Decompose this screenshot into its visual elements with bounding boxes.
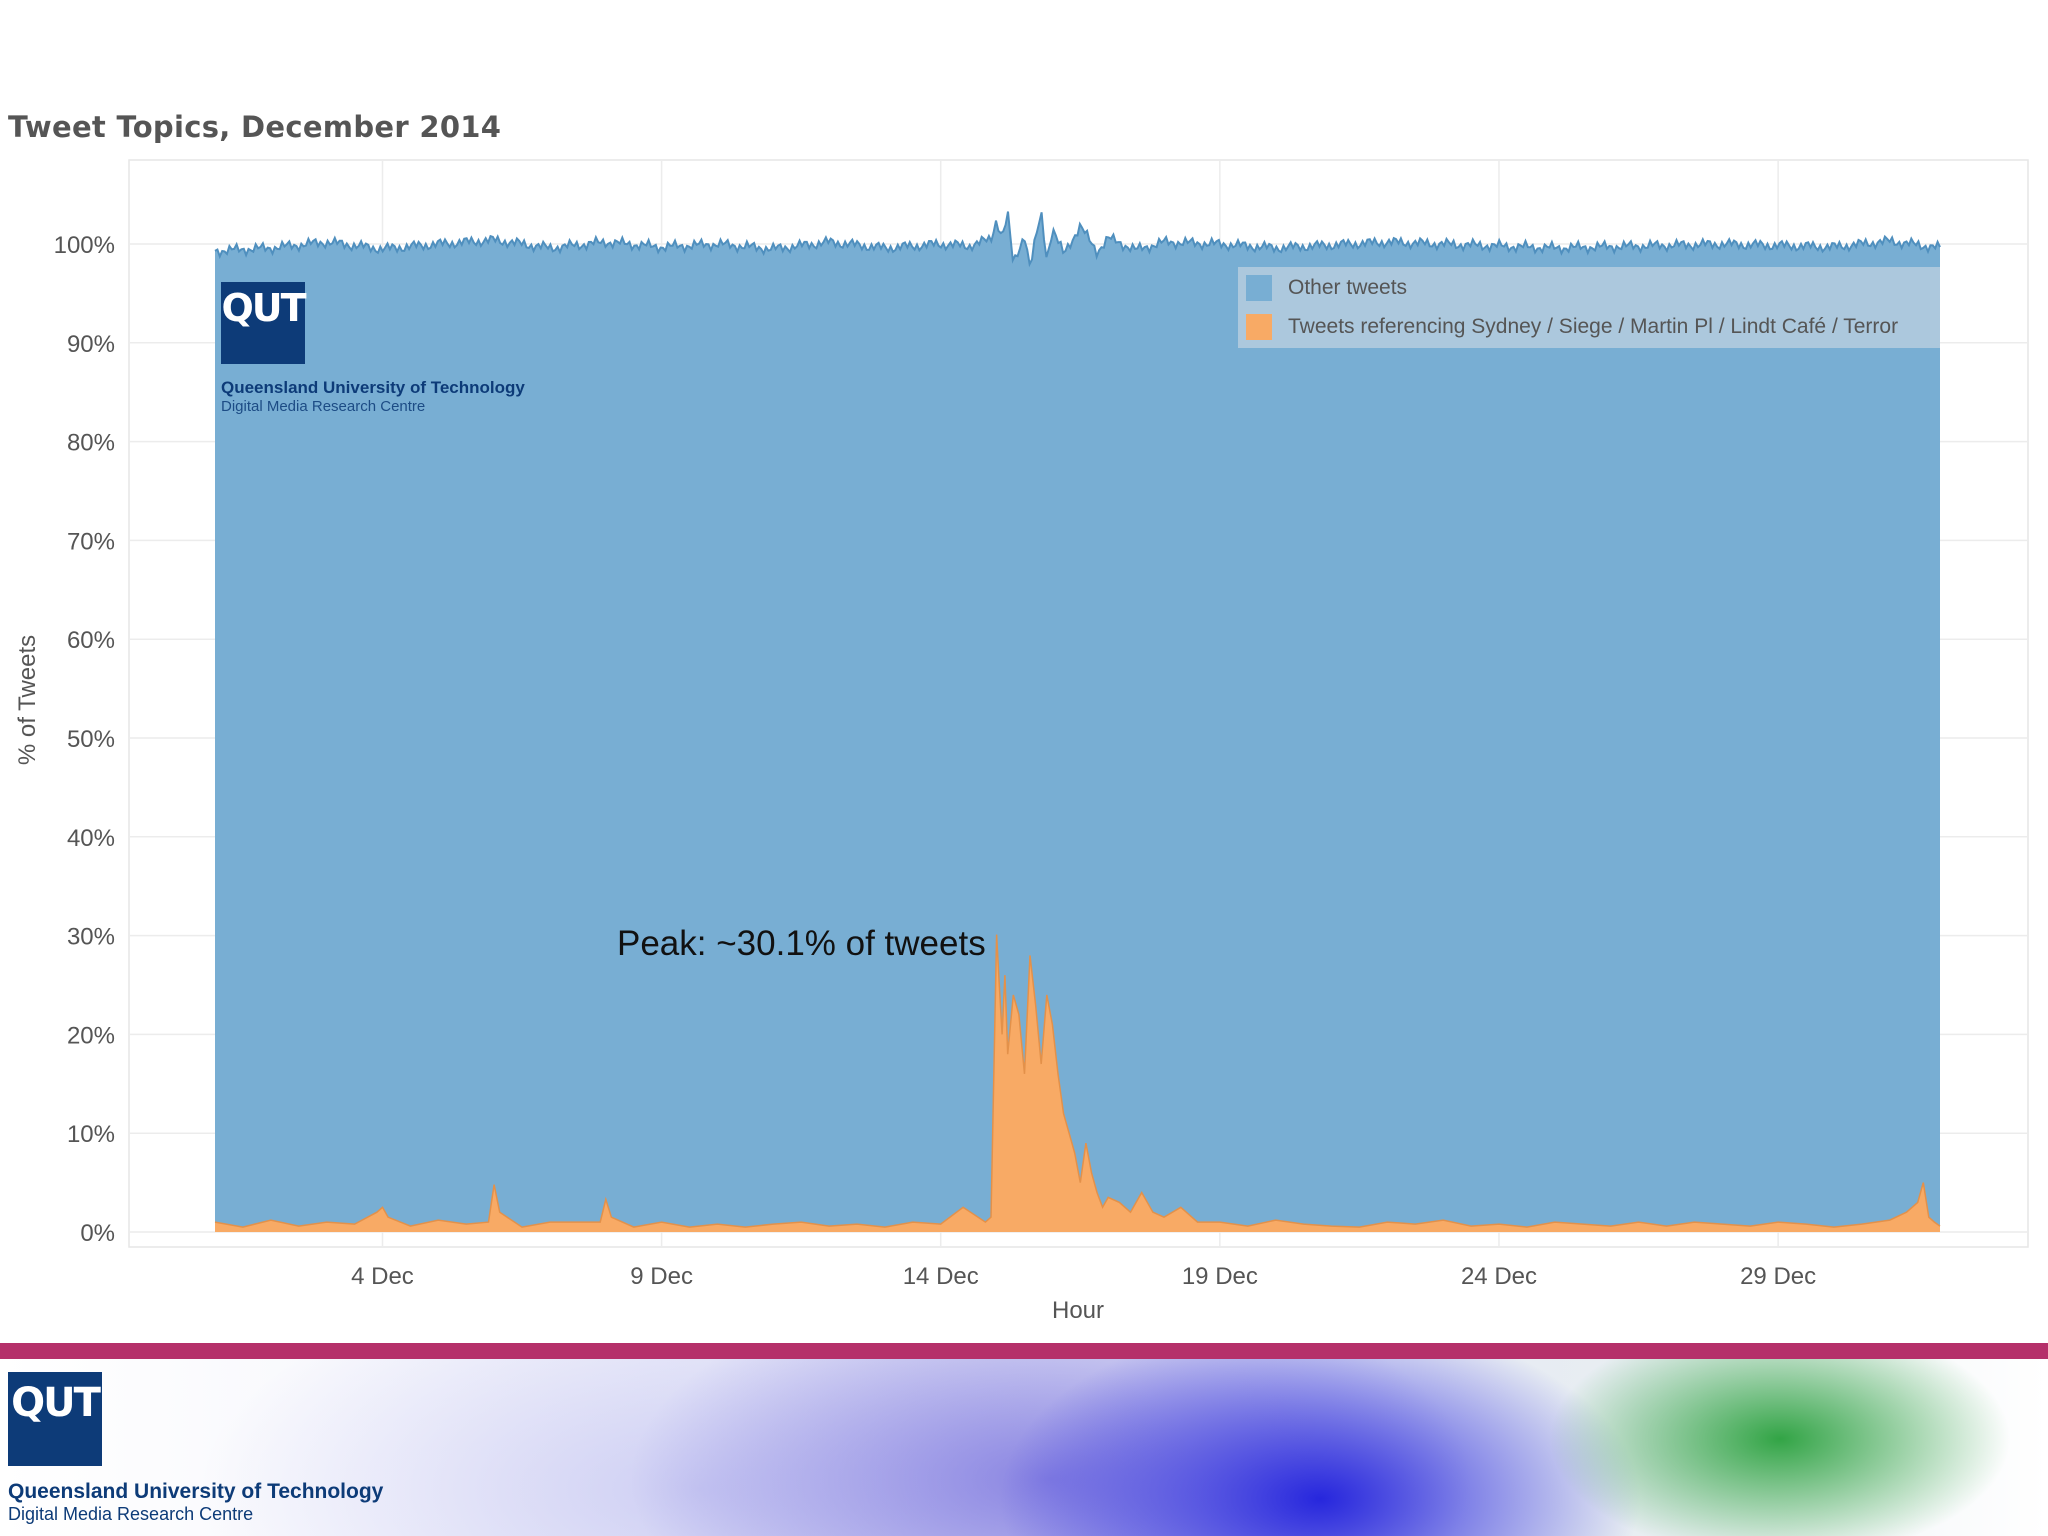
x-tick-label-3: 19 Dec <box>1182 1263 1258 1290</box>
y-tick-label-6: 60% <box>67 627 115 654</box>
qut-chart-logo: QUT Queensland University of Technology … <box>221 282 525 415</box>
legend-swatch-other <box>1246 275 1272 301</box>
area-other-tweets <box>215 211 1940 1233</box>
area-sydney-tweets <box>215 934 1940 1232</box>
x-tick-label-0: 4 Dec <box>351 1263 414 1290</box>
legend-label-sydney: Tweets referencing Sydney / Siege / Mart… <box>1288 315 1899 338</box>
legend-swatch-sydney <box>1246 314 1272 340</box>
y-tick-label-0: 0% <box>80 1220 115 1247</box>
y-tick-label-1: 10% <box>67 1121 115 1148</box>
qut-footer-logo-mark: QUT <box>8 1372 102 1466</box>
x-tick-label-1: 9 Dec <box>630 1263 693 1290</box>
y-tick-label-2: 20% <box>67 1022 115 1049</box>
x-tick-label-4: 24 Dec <box>1461 1263 1537 1290</box>
qut-logo-name: Queensland University of Technology <box>221 378 525 397</box>
legend-item-other: Other tweets <box>1246 273 1407 303</box>
qut-logo-subtitle: Digital Media Research Centre <box>221 398 426 415</box>
qut-footer-logo: QUT Queensland University of Technology … <box>8 1372 383 1525</box>
qut-footer-logo-subtitle: Digital Media Research Centre <box>8 1504 254 1524</box>
peak-annotation: Peak: ~30.1% of tweets <box>617 924 986 963</box>
y-tick-labels: 0% 10% 20% 30% 40% 50% 60% 70% 80% 90% 100% <box>54 232 115 1247</box>
chart-title: Tweet Topics, December 2014 <box>8 110 502 144</box>
legend: Other tweets Tweets referencing Sydney /… <box>1238 267 1940 348</box>
line-sydney-tweets <box>214 934 1941 1228</box>
y-tick-label-4: 40% <box>67 825 115 852</box>
footer-accent-bar <box>0 1343 2048 1359</box>
legend-label-other: Other tweets <box>1288 276 1408 299</box>
y-tick-label-8: 80% <box>67 430 115 457</box>
line-other-tweets-top <box>214 211 1941 268</box>
y-tick-label-3: 30% <box>67 924 115 951</box>
x-tick-labels: 4 Dec 9 Dec 14 Dec 19 Dec 24 Dec 29 Dec <box>351 1263 1816 1290</box>
y-tick-label-10: 100% <box>54 232 115 259</box>
qut-footer-logo-name: Queensland University of Technology <box>8 1480 384 1503</box>
y-tick-label-9: 90% <box>67 331 115 358</box>
y-tick-label-5: 50% <box>67 726 115 753</box>
footer-banner: QUT Queensland University of Technology … <box>0 1359 2048 1536</box>
x-axis-label: Hour <box>1052 1297 1104 1324</box>
chart-svg: 0% 10% 20% 30% 40% 50% 60% 70% 80% 90% 100% 4 Dec 9… <box>14 159 2029 1324</box>
areas <box>214 211 1941 1233</box>
qut-logo-mark: QUT <box>221 282 307 364</box>
y-tick-label-7: 70% <box>67 528 115 555</box>
legend-item-sydney: Tweets referencing Sydney / Siege / Mart… <box>1246 312 1898 342</box>
x-tick-label-2: 14 Dec <box>903 1263 979 1290</box>
x-tick-label-5: 29 Dec <box>1740 1263 1816 1290</box>
y-axis-label: % of Tweets <box>14 635 41 765</box>
